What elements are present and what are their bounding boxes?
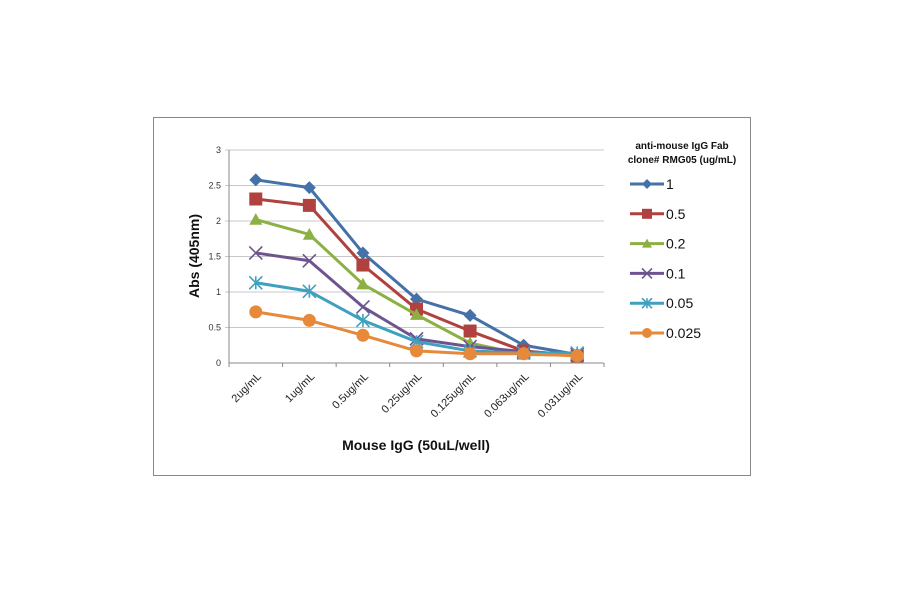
square-marker — [302, 198, 316, 212]
triangle-marker — [302, 227, 316, 240]
legend-label: 0.1 — [666, 265, 686, 281]
diamond-marker — [356, 246, 370, 260]
legend-label: 0.5 — [666, 206, 686, 222]
circle-marker — [302, 313, 316, 327]
legend-item: 0.025 — [630, 325, 701, 341]
star-marker — [248, 275, 263, 290]
legend: 1 0.5 0.2 0.1 0.05 0.025 — [630, 176, 701, 341]
diamond-marker — [410, 292, 423, 306]
triangle-marker — [642, 238, 652, 248]
diamond-marker — [463, 308, 477, 322]
star-marker — [302, 284, 317, 299]
circle-marker — [463, 347, 477, 361]
triangle-marker — [410, 308, 423, 320]
triangle-marker — [356, 277, 370, 290]
triangle-marker — [249, 213, 263, 225]
circle-marker — [356, 328, 370, 342]
x-marker — [641, 267, 653, 279]
y-axis-label: Abs (405nm) — [186, 214, 202, 298]
x-marker — [355, 299, 370, 314]
circle-marker — [570, 349, 584, 363]
x-marker — [302, 253, 317, 268]
y-tick-label: 2 — [216, 216, 221, 226]
legend-item: 0.2 — [630, 236, 686, 252]
circle-marker — [410, 344, 423, 358]
legend-item: 0.1 — [630, 265, 686, 281]
legend-title-line1: anti-mouse IgG Fab — [635, 141, 728, 152]
diamond-marker — [642, 179, 652, 189]
legend-title-line2: clone# RMG05 (ug/mL) — [628, 155, 736, 166]
circle-marker — [249, 305, 263, 319]
diamond-marker — [302, 181, 316, 195]
y-tick-label: 3 — [216, 145, 221, 155]
star-marker — [355, 313, 370, 328]
y-tick-label: 2.5 — [208, 181, 221, 191]
legend-label: 0.025 — [666, 325, 701, 341]
square-marker — [642, 208, 652, 219]
legend-item: 0.05 — [630, 295, 693, 311]
y-tick-label: 1.5 — [208, 252, 221, 262]
legend-item: 1 — [630, 176, 674, 192]
x-axis-label: Mouse IgG (50uL/well) — [342, 437, 490, 453]
series-0.025 — [249, 305, 584, 363]
square-marker — [463, 324, 477, 338]
circle-marker — [642, 328, 652, 338]
chart-frame — [153, 117, 751, 476]
legend-label: 1 — [666, 176, 674, 192]
y-tick-label: 1 — [216, 287, 221, 297]
legend-label: 0.2 — [666, 236, 686, 252]
square-marker — [356, 258, 370, 272]
legend-item: 0.5 — [630, 206, 686, 222]
star-marker — [641, 297, 653, 309]
diamond-marker — [249, 173, 263, 187]
square-marker — [249, 192, 263, 206]
x-marker — [248, 245, 263, 261]
circle-marker — [517, 347, 531, 361]
y-tick-label: 0.5 — [208, 323, 221, 333]
legend-label: 0.05 — [666, 295, 693, 311]
y-tick-label: 0 — [216, 358, 221, 368]
